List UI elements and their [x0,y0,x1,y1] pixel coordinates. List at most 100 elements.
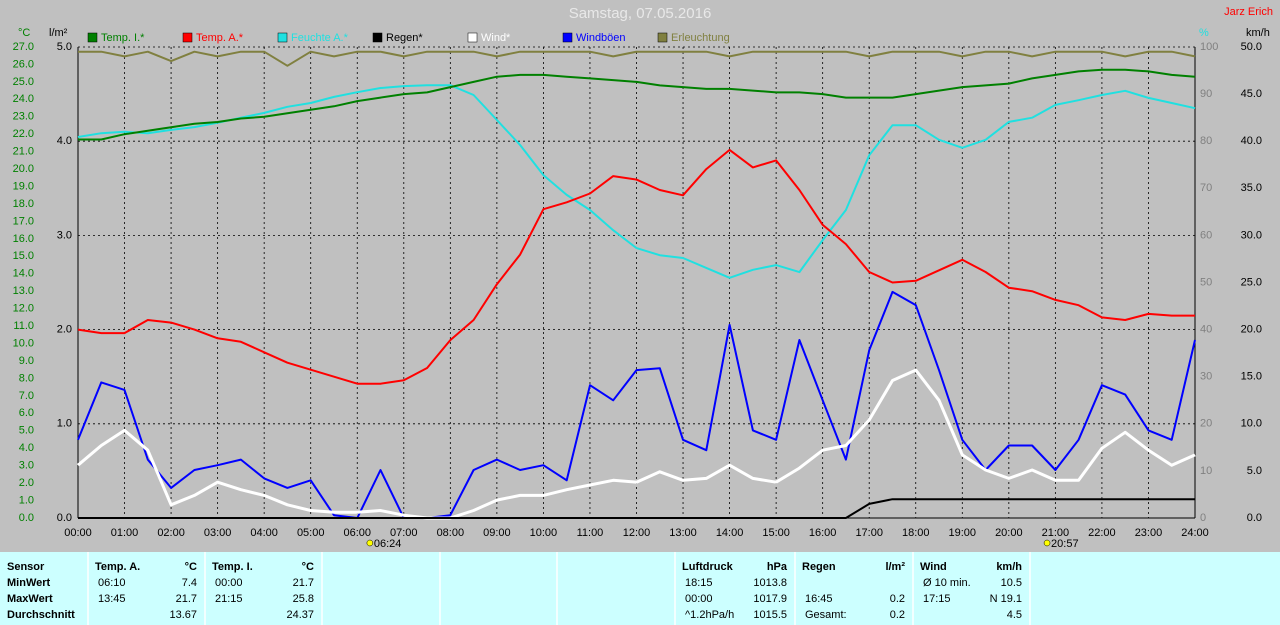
column-unit: km/h [996,561,1022,573]
x-tick-label: 02:00 [157,527,185,539]
legend-label: Wind* [481,32,511,44]
x-tick-label: 20:00 [995,527,1023,539]
yticks-label: 21.0 [13,146,34,158]
column-unit: l/m² [885,561,905,573]
y4ticks-label: 1.0 [57,418,72,430]
column-header: Wind [920,561,947,573]
chart-title: Samstag, 07.05.2016 [569,5,712,22]
cell-time: 16:45 [805,593,833,605]
cell-time: 00:00 [685,593,713,605]
series-line [77,148,1195,385]
cell-time: Ø 10 min. [923,577,971,589]
cell-value: 21.7 [176,593,197,605]
y3ticks-label: 80 [1200,135,1212,147]
x-tick-label: 04:00 [250,527,278,539]
column-header: Temp. I. [212,561,253,573]
summary-panel [0,552,1280,625]
yticks-label: 14.0 [13,268,34,280]
yticks-label: 3.0 [19,460,34,472]
legend-label: Regen* [386,32,423,44]
row-label: MinWert [7,577,51,589]
x-tick-label: 23:00 [1135,527,1163,539]
x-tick-label: 01:00 [111,527,139,539]
yticks-label: 9.0 [19,355,34,367]
yticks-label: 23.0 [13,111,34,123]
yticks-label: 4.0 [19,442,34,454]
y3ticks-label: 50 [1200,276,1212,288]
yticks-label: 8.0 [19,372,34,384]
yticks-label: 22.0 [13,128,34,140]
y3ticks-label: 40 [1200,324,1212,336]
cell-value: 7.4 [182,577,197,589]
legend-swatch [277,32,288,43]
sun-icon [366,539,374,547]
y3ticks-label: 30 [1200,371,1212,383]
legend-swatch [182,32,193,43]
legend-swatch [657,32,668,43]
y4ticks-label: 2.0 [57,324,72,336]
y2ticks-label: 5.0 [1247,465,1262,477]
legend-label: Temp. I.* [101,32,145,44]
yticks-label: 13.0 [13,285,34,297]
cell-value: 1013.8 [753,577,787,589]
x-tick-label: 16:00 [809,527,837,539]
yticks-label: 0.0 [19,512,34,524]
column-header: Temp. A. [95,561,140,573]
cell-value: 4.5 [1007,609,1022,621]
x-tick-label: 13:00 [669,527,697,539]
x-tick-label: 03:00 [204,527,232,539]
cell-value: 13.67 [169,609,197,621]
yticks-label: 24.0 [13,93,34,105]
cell-value: 10.5 [1001,577,1022,589]
column-header: Luftdruck [682,561,734,573]
cell-value: 21.7 [293,577,314,589]
y3ticks-label: 0 [1200,512,1206,524]
legend-swatch [562,32,573,43]
x-tick-label: 07:00 [390,527,418,539]
y4-unit: l/m² [49,27,68,39]
y2ticks-label: 25.0 [1241,276,1262,288]
row-label: Durchschnitt [7,609,75,621]
sun-time: 06:24 [374,538,402,550]
yticks-label: 17.0 [13,215,34,227]
y2ticks-label: 45.0 [1241,88,1262,100]
y4ticks-label: 4.0 [57,135,72,147]
yticks-label: 11.0 [13,320,34,332]
cell-value: N 19.1 [990,593,1022,605]
cell-time: 13:45 [98,593,126,605]
x-tick-label: 21:00 [1042,527,1070,539]
y2ticks-label: 15.0 [1241,371,1262,383]
y4ticks-label: 5.0 [57,41,72,53]
y4ticks-label: 3.0 [57,229,72,241]
y4ticks-label: 0.0 [57,512,72,524]
yticks-label: 27.0 [13,41,34,53]
series-line [78,50,1196,67]
x-tick-label: 10:00 [530,527,558,539]
column-unit: °C [302,561,314,573]
cell-time: 21:15 [215,593,243,605]
x-tick-label: 24:00 [1181,527,1209,539]
yticks-label: 25.0 [13,76,34,88]
yticks-label: 26.0 [13,58,34,70]
cell-time: 18:15 [685,577,713,589]
cell-time: 00:00 [215,577,243,589]
row-label: Sensor [7,561,45,573]
legend-label: Erleuchtung [671,32,730,44]
cell-time: 06:10 [98,577,126,589]
legend-label: Windböen [576,32,626,44]
yticks-label: 18.0 [13,198,34,210]
author: Jarz Erich [1224,6,1273,18]
cell-time: Gesamt: [805,609,847,621]
x-tick-label: 19:00 [949,527,977,539]
x-tick-label: 14:00 [716,527,744,539]
column-unit: °C [185,561,197,573]
y3ticks-label: 10 [1200,465,1212,477]
cell-value: 24.37 [286,609,314,621]
legend-label: Feuchte A.* [291,32,349,44]
y2ticks-label: 30.0 [1241,229,1262,241]
sun-time: 20:57 [1051,538,1079,550]
cell-time: ^1.2hPa/h [685,609,734,621]
legend-label: Temp. A.* [196,32,244,44]
